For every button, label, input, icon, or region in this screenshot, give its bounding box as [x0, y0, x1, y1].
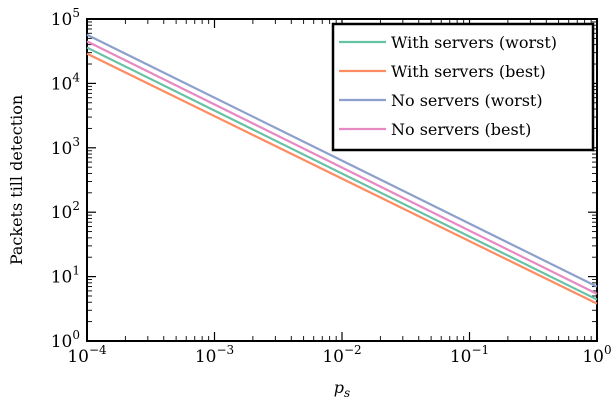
y-tick-label-exponent: 1: [72, 264, 80, 278]
y-tick-label-exponent: 0: [72, 328, 80, 342]
y-tick-label-exponent: 4: [72, 70, 80, 84]
legend-label: With servers (worst): [391, 33, 557, 52]
y-tick-label: 103: [51, 135, 80, 159]
series-line-1: [86, 46, 598, 301]
y-axis-label: Packets till detection: [7, 95, 26, 265]
series-line-2: [86, 52, 598, 305]
y-tick-label: 105: [51, 6, 80, 30]
y-tick-label-exponent: 3: [72, 135, 80, 149]
y-tick-label-base: 10: [51, 139, 73, 159]
x-tick-label-base: 10: [322, 347, 344, 367]
y-tick-label-exponent: 5: [72, 6, 80, 20]
x-tick-label: 10−1: [450, 343, 489, 367]
x-tick-label-exponent: −3: [216, 343, 234, 357]
x-tick-label-base: 10: [195, 347, 217, 367]
x-tick-label-exponent: −4: [89, 343, 107, 357]
y-tick-label-base: 10: [51, 332, 73, 352]
x-tick-label: 100: [582, 343, 611, 367]
x-tick-label-base: 10: [450, 347, 472, 367]
legend-label: No servers (best): [391, 120, 531, 139]
x-tick-label-exponent: −1: [471, 343, 489, 357]
x-tick-label: 10−2: [322, 343, 361, 367]
x-axis-label-base: p: [334, 378, 344, 397]
series-line-3: [86, 33, 598, 288]
y-tick-label-exponent: 2: [72, 199, 80, 213]
legend: With servers (worst) With servers (best) N…: [331, 22, 595, 152]
y-tick-label: 100: [51, 328, 80, 352]
x-axis-label-subscript: s: [344, 386, 350, 400]
y-tick-label: 101: [51, 264, 80, 288]
x-tick-labels: 10−4 10−3 10−2 10−1 100: [67, 343, 611, 367]
legend-label: No servers (worst): [391, 91, 543, 110]
legend-label: With servers (best): [391, 62, 546, 81]
x-tick-label-base: 10: [582, 347, 604, 367]
series-layer: [86, 33, 598, 305]
x-tick-label-base: 10: [67, 347, 89, 367]
y-tick-label: 104: [51, 70, 81, 94]
y-tick-label-base: 10: [51, 268, 73, 288]
y-tick-label-base: 10: [51, 203, 73, 223]
y-tick-label-base: 10: [51, 10, 73, 30]
x-tick-label-exponent: −2: [344, 343, 362, 357]
x-tick-label: 10−3: [195, 343, 234, 367]
x-tick-label-exponent: 0: [604, 343, 612, 357]
series-line-4: [86, 40, 598, 295]
y-tick-label: 102: [51, 199, 80, 223]
y-tick-label-base: 10: [51, 74, 73, 94]
x-tick-label: 10−4: [67, 343, 107, 367]
x-axis-label: ps: [334, 378, 350, 400]
